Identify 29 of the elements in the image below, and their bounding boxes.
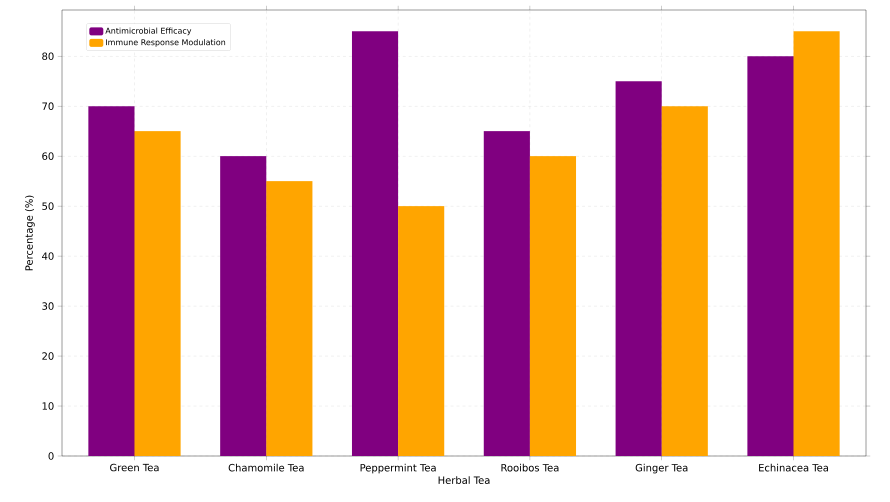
bar — [134, 131, 181, 456]
y-tick-label: 50 — [42, 202, 54, 210]
bar — [484, 131, 530, 456]
y-tick-label: 70 — [42, 102, 54, 110]
x-tick-label: Rooibos Tea — [501, 464, 558, 472]
y-tick-label: 20 — [42, 352, 54, 360]
bar — [352, 31, 398, 456]
x-tick-label: Green Tea — [110, 464, 159, 472]
bar — [530, 156, 576, 456]
y-tick-label: 40 — [42, 252, 54, 260]
x-tick-label: Chamomile Tea — [228, 464, 304, 472]
x-tick-label: Peppermint Tea — [360, 464, 436, 474]
bar — [88, 106, 134, 456]
bar — [220, 156, 266, 456]
bar — [398, 206, 444, 456]
bar — [266, 181, 312, 456]
bar — [616, 81, 662, 456]
y-tick-label: 10 — [42, 402, 54, 410]
y-tick-label: 0 — [48, 452, 54, 460]
x-tick-label: Ginger Tea — [636, 464, 688, 474]
y-tick-label: 80 — [42, 52, 54, 60]
bar — [794, 31, 840, 456]
y-tick-label: 30 — [42, 302, 54, 310]
y-tick-label: 60 — [42, 152, 54, 160]
bar — [747, 56, 794, 456]
x-tick-label: Echinacea Tea — [759, 464, 828, 472]
bar — [662, 106, 708, 456]
y-axis-title: Percentage (%) — [25, 196, 35, 270]
x-axis-title: Herbal Tea — [438, 476, 490, 484]
